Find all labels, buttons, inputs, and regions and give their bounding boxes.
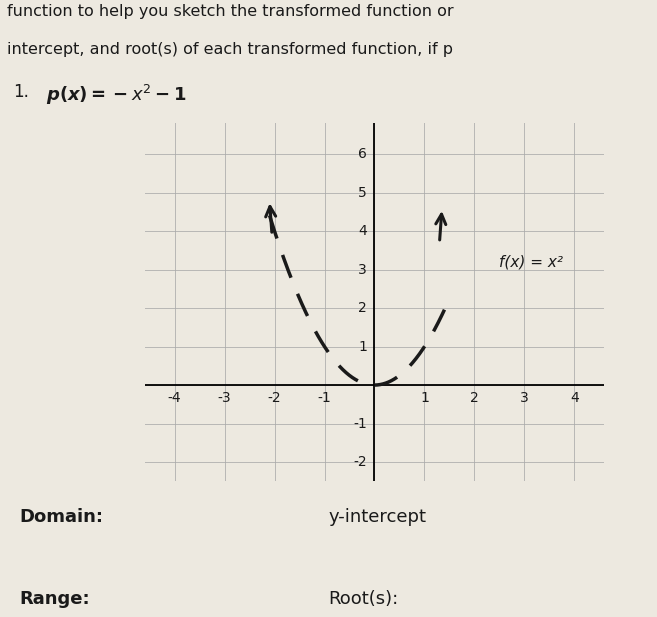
Text: y-intercept: y-intercept	[328, 508, 426, 526]
Text: -2: -2	[267, 391, 281, 405]
Text: intercept, and root(s) of each transformed function, if p: intercept, and root(s) of each transform…	[7, 42, 453, 57]
Text: -2: -2	[353, 455, 367, 469]
Text: 3: 3	[520, 391, 529, 405]
Text: -3: -3	[217, 391, 231, 405]
Text: 3: 3	[358, 263, 367, 276]
Text: f(x) = x²: f(x) = x²	[499, 254, 564, 270]
Text: function to help you sketch the transformed function or: function to help you sketch the transfor…	[7, 4, 453, 20]
Text: 1: 1	[420, 391, 429, 405]
Text: 2: 2	[358, 301, 367, 315]
Text: 6: 6	[358, 147, 367, 161]
Text: -1: -1	[317, 391, 331, 405]
Text: 5: 5	[358, 186, 367, 200]
Text: 2: 2	[470, 391, 479, 405]
Text: 1: 1	[358, 339, 367, 354]
Text: Root(s):: Root(s):	[328, 590, 399, 608]
Text: $\boldsymbol{p(x) = -x^2 - 1}$: $\boldsymbol{p(x) = -x^2 - 1}$	[46, 83, 187, 107]
Text: -1: -1	[353, 416, 367, 431]
Text: Range:: Range:	[20, 590, 90, 608]
Text: 1.: 1.	[13, 83, 29, 101]
Text: 4: 4	[570, 391, 579, 405]
Text: -4: -4	[168, 391, 181, 405]
Text: Domain:: Domain:	[20, 508, 104, 526]
Text: 4: 4	[358, 224, 367, 238]
